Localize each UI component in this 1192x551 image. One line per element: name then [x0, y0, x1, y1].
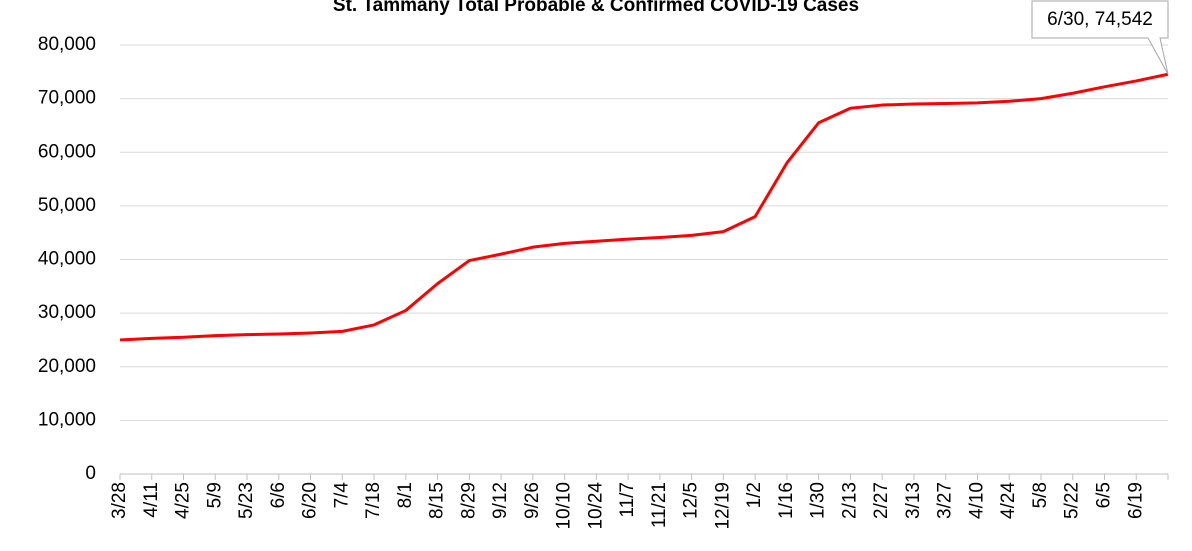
x-tick-label: 3/13 [903, 482, 924, 519]
x-tick-label: 5/22 [1062, 482, 1083, 519]
x-tick-label: 5/8 [1030, 482, 1051, 508]
y-tick-label: 50,000 [38, 195, 96, 216]
x-tick-label: 4/25 [173, 482, 194, 519]
x-tick-label: 11/7 [617, 482, 638, 518]
y-tick-label: 70,000 [38, 88, 96, 109]
x-tick-label: 9/12 [490, 482, 511, 519]
y-tick-label: 80,000 [38, 34, 96, 55]
y-tick-label: 60,000 [38, 141, 96, 162]
x-tick-label: 3/27 [935, 482, 956, 519]
y-tick-label: 0 [85, 463, 96, 484]
y-tick-label: 30,000 [38, 302, 96, 323]
x-tick-label: 8/1 [395, 482, 416, 508]
chart-title: St. Tammany Total Probable & Confirmed C… [333, 0, 859, 16]
x-tick-label: 5/23 [236, 482, 257, 519]
x-tick-label: 8/29 [458, 482, 479, 519]
annotation: 6/30, 74,542 [1047, 9, 1153, 30]
y-tick-label: 20,000 [38, 356, 96, 377]
x-tick-label: 6/6 [268, 482, 289, 508]
x-tick-label: 10/24 [585, 482, 606, 530]
x-tick-label: 11/21 [649, 482, 670, 528]
annotation-box [1031, 0, 1169, 75]
y-tick-label: 40,000 [38, 249, 96, 270]
x-tick-label: 10/10 [554, 482, 575, 530]
y-tick-label: 10,000 [38, 409, 96, 430]
x-tick-label: 6/20 [300, 482, 321, 519]
x-tick-label: 5/9 [204, 482, 225, 508]
x-tick-label: 1/30 [808, 482, 829, 519]
x-tick-label: 4/11 [141, 482, 162, 518]
x-tick-label: 3/28 [109, 482, 130, 519]
x-tick-label: 1/16 [776, 482, 797, 519]
x-tick-label: 4/10 [966, 482, 987, 519]
line [119, 72, 1169, 342]
x-tick-label: 4/24 [998, 482, 1019, 519]
x-tick-label: 7/4 [331, 482, 352, 509]
x-tick-label: 6/5 [1094, 482, 1115, 508]
x-tick-label: 6/19 [1125, 482, 1146, 519]
x-tick-label: 1/2 [744, 482, 765, 508]
x-tick-label: 2/27 [871, 482, 892, 519]
x-tick-label: 12/5 [681, 482, 702, 519]
x-tick-label: 9/26 [522, 482, 543, 519]
x-tick-label: 7/18 [363, 482, 384, 519]
x-tick-label: 2/13 [839, 482, 860, 519]
x-tick-label: 12/19 [712, 482, 733, 530]
x-tick-label: 8/15 [427, 482, 448, 519]
